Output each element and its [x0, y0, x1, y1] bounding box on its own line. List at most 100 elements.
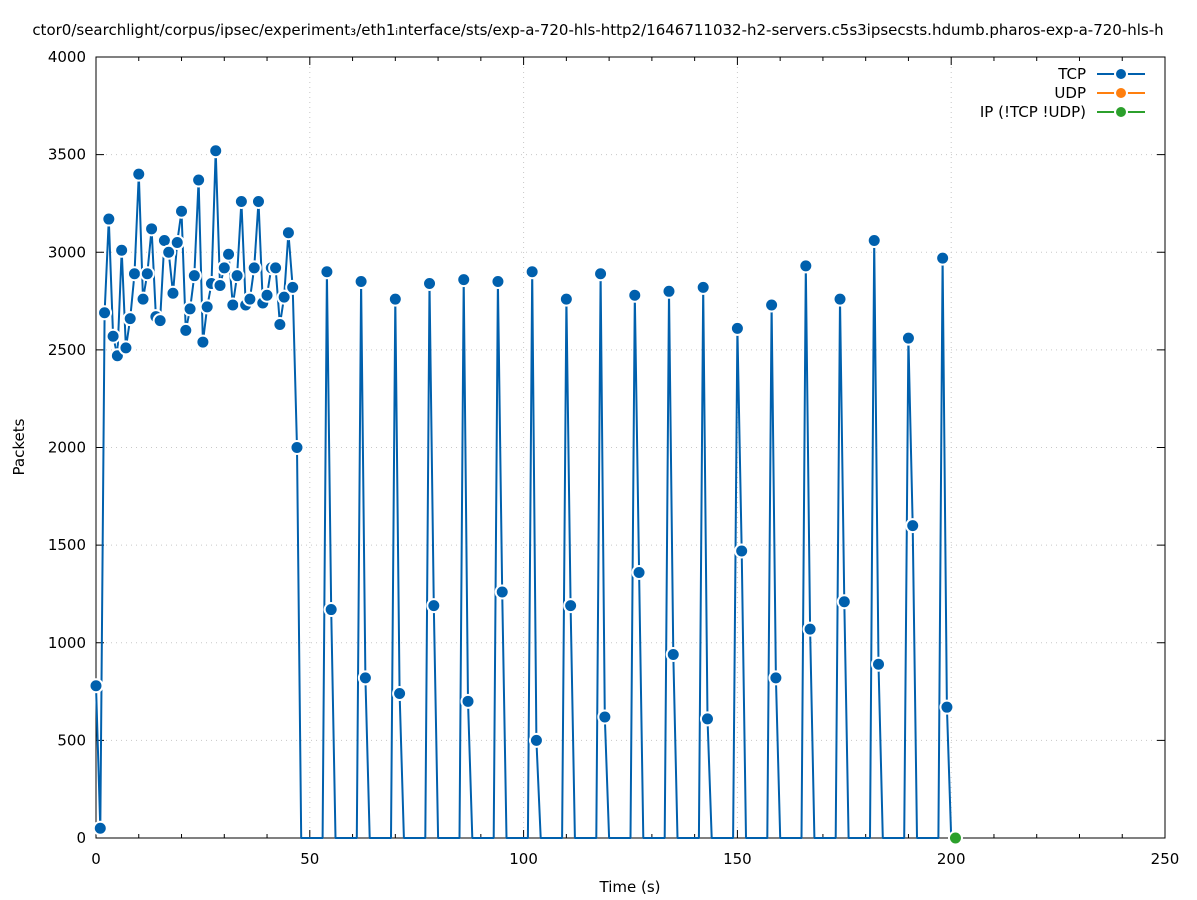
- data-point: [947, 830, 963, 846]
- data-point: [195, 334, 211, 350]
- data-point: [225, 297, 241, 313]
- x-tick-label: 250: [1151, 850, 1180, 868]
- data-point: [208, 143, 224, 159]
- grid: [96, 57, 1165, 838]
- series-tcp: [88, 143, 955, 839]
- data-point: [289, 440, 305, 455]
- data-point: [319, 264, 335, 280]
- data-point: [866, 233, 882, 249]
- data-point: [392, 686, 408, 702]
- y-axis-label: Packets: [10, 418, 28, 475]
- data-point: [178, 322, 194, 338]
- data-point: [490, 274, 506, 290]
- y-tick-label: 500: [57, 731, 86, 749]
- data-point: [832, 291, 848, 307]
- data-point: [285, 279, 301, 295]
- data-point: [900, 330, 916, 346]
- x-tick-label: 0: [91, 850, 101, 868]
- data-point: [246, 260, 262, 276]
- data-point: [593, 266, 609, 282]
- data-point: [699, 711, 715, 727]
- y-tick-label: 0: [76, 829, 86, 847]
- y-tick-label: 2500: [48, 341, 86, 359]
- data-point: [131, 166, 147, 182]
- y-tick-label: 3000: [48, 243, 86, 261]
- data-point: [135, 291, 151, 307]
- legend-item: IP (!TCP !UDP): [980, 103, 1145, 121]
- data-point: [734, 543, 750, 559]
- legend-marker: [1114, 105, 1128, 119]
- legend-item: TCP: [1057, 65, 1145, 83]
- data-point: [798, 258, 814, 274]
- data-point: [695, 279, 711, 295]
- x-tick-label: 200: [937, 850, 966, 868]
- data-point: [122, 311, 138, 327]
- y-tick-label: 1000: [48, 634, 86, 652]
- data-point: [627, 287, 643, 303]
- x-tick-label: 50: [300, 850, 319, 868]
- y-tick-label: 2000: [48, 439, 86, 457]
- data-point: [126, 266, 142, 282]
- data-point: [764, 297, 780, 313]
- data-point: [212, 277, 228, 293]
- data-point: [422, 275, 438, 291]
- data-point: [494, 584, 510, 600]
- data-point: [768, 670, 784, 686]
- data-point: [259, 287, 275, 303]
- y-tick-label: 3500: [48, 146, 86, 164]
- data-point: [836, 594, 852, 610]
- data-point: [729, 320, 745, 336]
- legend-marker: [1114, 86, 1128, 100]
- data-point: [216, 260, 232, 276]
- series-layer: [88, 143, 963, 846]
- data-point: [460, 693, 476, 709]
- y-axis: 0 500 1000 1500 2000 2500 3000 3500 4000: [48, 48, 1165, 847]
- data-point: [118, 340, 134, 356]
- data-point: [165, 285, 181, 301]
- data-point: [250, 193, 266, 209]
- data-point: [597, 709, 613, 725]
- data-point: [161, 244, 177, 260]
- y-tick-label: 1500: [48, 536, 86, 554]
- chart-title: ctor0/searchlight/corpus/ipsec/experimen…: [32, 21, 1163, 39]
- data-point: [169, 234, 185, 250]
- data-point: [191, 172, 207, 188]
- data-point: [353, 274, 369, 290]
- legend-item: UDP: [1054, 84, 1145, 102]
- data-point: [186, 268, 202, 284]
- data-point: [456, 272, 472, 288]
- data-point: [323, 602, 339, 618]
- data-point: [229, 268, 245, 284]
- data-point: [97, 305, 113, 321]
- legend-marker: [1114, 67, 1128, 81]
- data-point: [101, 211, 117, 227]
- data-point: [199, 299, 215, 315]
- data-point: [871, 656, 887, 672]
- data-point: [935, 250, 951, 266]
- data-point: [276, 289, 292, 305]
- data-point: [174, 203, 190, 219]
- y-tick-label: 4000: [48, 48, 86, 66]
- data-point: [221, 246, 237, 262]
- data-point: [242, 291, 258, 307]
- legend-label: TCP: [1057, 65, 1086, 83]
- data-point: [114, 242, 130, 258]
- data-point: [182, 301, 198, 317]
- data-point: [280, 225, 296, 241]
- x-tick-label: 150: [723, 850, 752, 868]
- data-point: [387, 291, 403, 307]
- data-point: [661, 283, 677, 299]
- x-axis-label: Time (s): [599, 878, 661, 896]
- data-point: [144, 221, 160, 237]
- data-point: [665, 646, 681, 662]
- data-point: [139, 266, 155, 282]
- data-point: [558, 291, 574, 307]
- data-point: [905, 518, 921, 534]
- legend-label: IP (!TCP !UDP): [980, 103, 1086, 121]
- data-point: [268, 260, 284, 276]
- data-point: [272, 316, 288, 332]
- data-point: [105, 328, 121, 344]
- series-line: [95, 149, 953, 839]
- x-tick-label: 100: [509, 850, 538, 868]
